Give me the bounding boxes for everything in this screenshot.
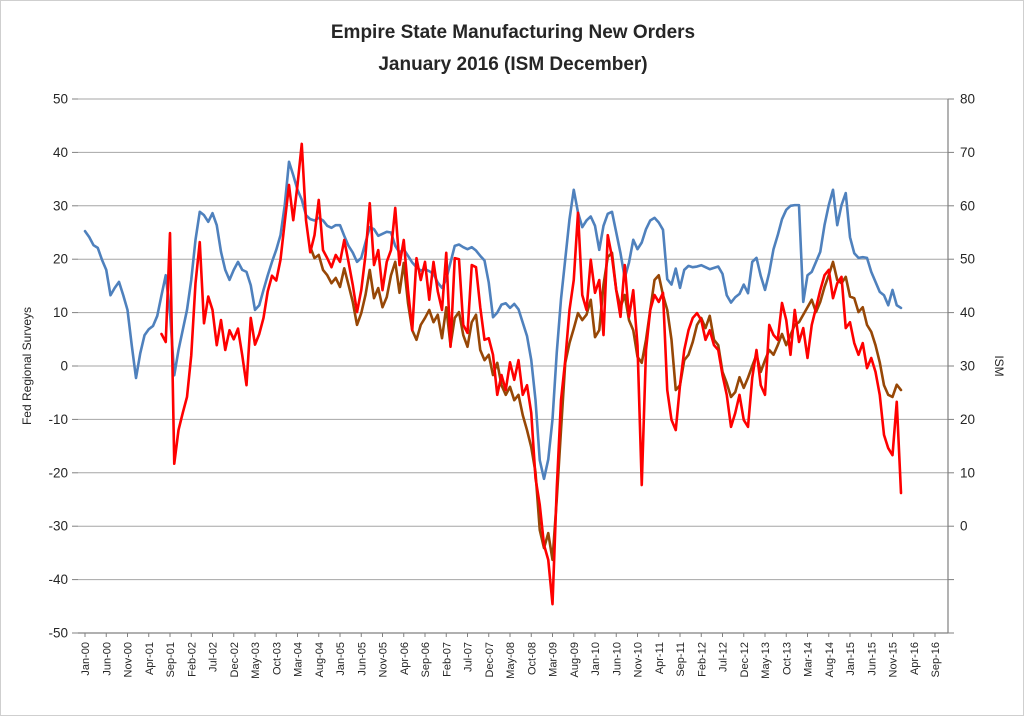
x-axis-tick-label: Sep-11: [675, 642, 687, 677]
right-axis-tick-label: 80: [960, 92, 975, 107]
left-axis-tick-labels: 50 40 30 20 10 0 -10 -20 -30 -40 -50: [48, 92, 68, 641]
x-axis-tick-label: Jan-05: [335, 642, 347, 676]
x-axis-tick-label: May-03: [250, 642, 262, 679]
right-axis-title: ISM: [992, 355, 1006, 376]
left-axis-tick-label: 10: [53, 305, 68, 320]
x-axis-tick-label: Nov-15: [888, 642, 900, 677]
x-axis-tick-label: Jan-00: [80, 642, 92, 676]
x-axis-tick-label: Feb-07: [441, 642, 453, 677]
right-axis-tick-label: 0: [960, 519, 968, 534]
x-axis-tick-label: Nov-05: [378, 642, 390, 677]
x-axis-tick-label: Dec-12: [739, 642, 751, 677]
x-axis-tick-label: Jul-12: [718, 642, 730, 672]
x-axis-tick-label: Oct-08: [526, 642, 538, 675]
x-axis-tick-label: Mar-14: [803, 642, 815, 677]
left-axis-tick-label: -20: [48, 465, 68, 480]
x-axis-tick-label: Apr-06: [399, 642, 411, 675]
x-axis-tick-label: Nov-00: [123, 642, 135, 677]
x-axis-tick-labels: Jan-00 Jun-00 Nov-00 Apr-01 Sep-01 Feb-02 Jul-…: [80, 642, 942, 679]
x-axis-tick-label: Apr-11: [654, 642, 666, 674]
axis-lines: [72, 98, 954, 637]
x-axis-tick-label: Sep-01: [165, 642, 177, 677]
x-axis-tick-label: Aug-09: [569, 642, 581, 677]
left-axis-tick-label: 40: [53, 145, 68, 160]
x-axis-tick-label: Feb-02: [186, 642, 198, 677]
x-axis-tick-label: Jun-15: [866, 642, 878, 676]
right-axis-tick-label: 20: [960, 412, 975, 427]
gridlines: [78, 98, 948, 634]
left-axis-tick-label: -40: [48, 572, 68, 587]
right-axis-tick-label: 10: [960, 465, 975, 480]
left-axis-title: Fed Regional Surveys: [20, 307, 34, 425]
x-axis-tick-label: Jan-15: [845, 642, 857, 676]
x-axis-tick-label: Dec-07: [484, 642, 496, 677]
left-axis-tick-label: -10: [48, 412, 68, 427]
x-axis-tick-label: May-08: [505, 642, 517, 679]
right-axis-tick-labels: 80 70 60 50 40 30 20 10 0: [960, 92, 975, 534]
right-axis-tick-label: 40: [960, 305, 975, 320]
x-axis-tick-label: Jul-07: [463, 642, 475, 672]
x-axis-tick-label: Dec-02: [229, 642, 241, 677]
x-axis-tick-label: Apr-01: [144, 642, 156, 675]
x-axis-tick-label: May-13: [760, 642, 772, 679]
x-axis-tick-label: Nov-10: [633, 642, 645, 677]
x-axis-tick-label: Feb-12: [696, 642, 708, 677]
x-axis-tick-label: Jun-05: [356, 642, 368, 676]
chart-title: Empire State Manufacturing New Orders: [331, 22, 695, 43]
x-axis-tick-label: Jan-10: [590, 642, 602, 676]
left-axis-tick-label: 0: [60, 359, 68, 374]
x-axis-tick-label: Oct-03: [271, 642, 283, 675]
x-axis-tick-label: Jun-00: [101, 642, 113, 676]
series-lines: [83, 142, 903, 606]
x-axis-tick-label: Sep-16: [930, 642, 942, 677]
x-axis-tick-label: Jun-10: [611, 642, 623, 676]
x-axis-tick-label: Aug-14: [824, 642, 836, 677]
x-axis-tick-label: Mar-04: [293, 642, 305, 677]
series-line-empire-state: [160, 142, 903, 606]
right-axis-tick-label: 50: [960, 252, 975, 267]
series-line-ism: [83, 160, 903, 481]
x-axis-tick-label: Sep-06: [420, 642, 432, 677]
left-axis-tick-label: 20: [53, 252, 68, 267]
right-axis-tick-label: 70: [960, 145, 975, 160]
x-axis-tick-label: Mar-09: [548, 642, 560, 677]
right-axis-tick-label: 60: [960, 198, 975, 213]
left-axis-tick-label: 50: [53, 92, 68, 107]
left-axis-tick-label: -30: [48, 519, 68, 534]
x-axis-tick-label: Apr-16: [909, 642, 921, 675]
x-axis-tick-label: Oct-13: [781, 642, 793, 675]
left-axis-tick-label: -50: [48, 626, 68, 641]
right-axis-tick-label: 30: [960, 359, 975, 374]
left-axis-tick-label: 30: [53, 198, 68, 213]
chart-subtitle: January 2016 (ISM December): [378, 54, 647, 75]
x-axis-tick-label: Jul-02: [208, 642, 220, 672]
x-axis-tick-label: Aug-04: [314, 642, 326, 677]
